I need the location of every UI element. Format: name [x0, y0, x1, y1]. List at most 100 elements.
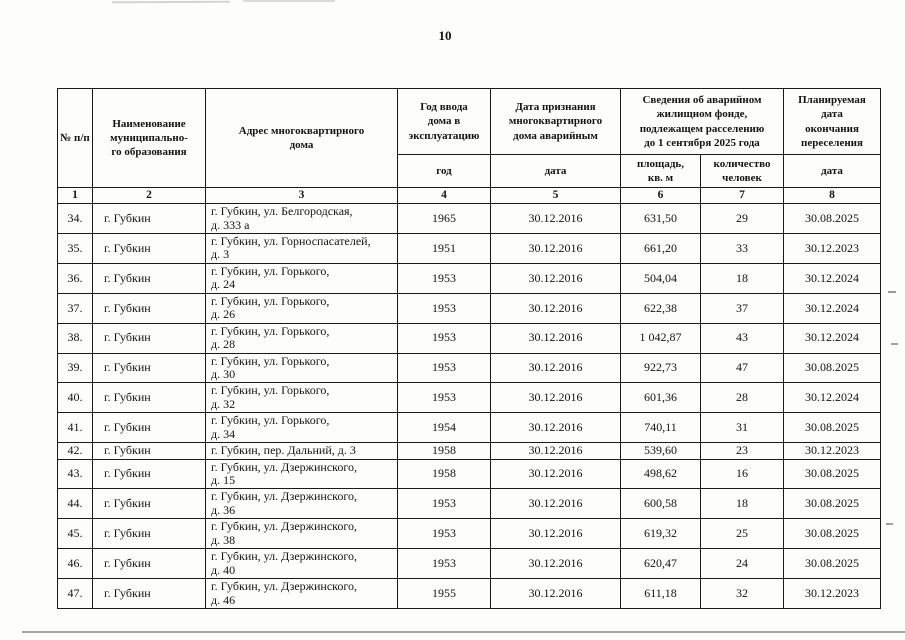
completion-date-cell: 30.08.2025	[783, 203, 881, 235]
table-row: 40. г. Губкин г. Губкин, ул. Горького, д. …	[57, 382, 881, 414]
recognition-date-cell: 30.12.2016	[490, 488, 621, 520]
header-completion-group: Планируемая дата окончания переселения	[783, 88, 881, 155]
year-built-cell: 1958	[397, 458, 491, 490]
people-count-cell: 28	[700, 382, 784, 414]
completion-date-cell: 30.08.2025	[783, 412, 881, 444]
header-recognition-sub: дата	[490, 153, 621, 189]
people-count-cell: 33	[700, 233, 784, 264]
row-number-cell: 34.	[57, 203, 93, 235]
area-cell: 619,32	[620, 518, 701, 550]
row-number-cell: 41.	[57, 412, 93, 444]
header-row-num: № п/п	[57, 87, 93, 189]
column-number: 7	[700, 187, 784, 205]
address-cell: г. Губкин, ул. Белгородская, д. 333 а	[205, 203, 398, 235]
area-cell: 539,60	[620, 442, 701, 460]
recognition-date-cell: 30.12.2016	[490, 352, 621, 384]
area-cell: 601,36	[620, 382, 701, 414]
year-built-cell: 1953	[397, 518, 491, 550]
municipality-cell: г. Губкин	[92, 352, 206, 384]
table-row: 42. г. Губкин г. Губкин, пер. Дальний, д. …	[57, 442, 881, 460]
recognition-date-cell: 30.12.2016	[490, 322, 621, 354]
row-number-cell: 38.	[57, 322, 93, 354]
header-year-sub: год	[397, 153, 491, 189]
area-cell: 661,20	[620, 233, 701, 264]
municipality-cell: г. Губкин	[92, 203, 206, 235]
municipality-cell: г. Губкин	[92, 488, 206, 520]
address-cell: г. Губкин, ул. Дзержинского, д. 40	[205, 548, 398, 580]
recognition-date-cell: 30.12.2016	[490, 518, 621, 550]
area-cell: 622,38	[620, 292, 701, 324]
recognition-date-cell: 30.12.2016	[490, 412, 621, 444]
header-people-sub: количество человек	[700, 153, 784, 189]
area-cell: 620,47	[620, 548, 701, 580]
scan-artifact	[886, 523, 893, 525]
people-count-cell: 32	[700, 578, 784, 609]
people-count-cell: 23	[700, 442, 784, 460]
municipality-cell: г. Губкин	[92, 518, 206, 550]
header-municipality: Наименование муниципально- го образовани…	[92, 87, 206, 189]
column-number: 4	[397, 187, 491, 205]
people-count-cell: 37	[700, 292, 784, 324]
municipality-cell: г. Губкин	[92, 458, 206, 490]
people-count-cell: 43	[700, 322, 784, 354]
recognition-date-cell: 30.12.2016	[490, 442, 621, 460]
table-row: 45. г. Губкин г. Губкин, ул. Дзержинского,…	[57, 518, 881, 550]
people-count-cell: 29	[700, 203, 784, 235]
address-cell: г. Губкин, пер. Дальний, д. 3	[205, 442, 398, 460]
municipality-cell: г. Губкин	[92, 382, 206, 414]
row-number-cell: 43.	[57, 458, 93, 490]
scan-artifact	[888, 291, 896, 293]
area-cell: 504,04	[620, 262, 701, 294]
scan-artifact	[111, 0, 231, 4]
header-recognition-group: Дата признания многоквартирного дома ава…	[490, 88, 621, 155]
completion-date-cell: 30.12.2023	[783, 578, 881, 609]
municipality-cell: г. Губкин	[92, 578, 206, 609]
year-built-cell: 1953	[397, 352, 491, 384]
area-cell: 600,58	[620, 488, 701, 520]
table-row: 47. г. Губкин г. Губкин, ул. Дзержинского,…	[57, 578, 881, 609]
area-cell: 922,73	[620, 352, 701, 384]
recognition-date-cell: 30.12.2016	[490, 233, 621, 264]
municipality-cell: г. Губкин	[92, 442, 206, 460]
completion-date-cell: 30.12.2024	[783, 262, 881, 294]
address-cell: г. Губкин, ул. Горького, д. 24	[205, 262, 398, 294]
table-row: 37. г. Губкин г. Губкин, ул. Горького, д. …	[57, 292, 881, 324]
column-number: 8	[783, 187, 881, 205]
people-count-cell: 25	[700, 518, 784, 550]
address-cell: г. Губкин, ул. Дзержинского, д. 38	[205, 518, 398, 550]
column-number: 6	[620, 187, 701, 205]
row-number-cell: 44.	[57, 488, 93, 520]
row-number-cell: 47.	[57, 578, 93, 609]
people-count-cell: 24	[700, 548, 784, 580]
year-built-cell: 1953	[397, 262, 491, 294]
scan-artifact	[891, 343, 898, 345]
people-count-cell: 47	[700, 352, 784, 384]
municipality-cell: г. Губкин	[92, 292, 206, 324]
row-number-cell: 36.	[57, 262, 93, 294]
recognition-date-cell: 30.12.2016	[490, 548, 621, 580]
table-header: № п/п Наименование муниципально- го обра…	[57, 87, 881, 205]
year-built-cell: 1958	[397, 442, 491, 460]
row-number-cell: 45.	[57, 518, 93, 550]
people-count-cell: 31	[700, 412, 784, 444]
year-built-cell: 1954	[397, 412, 491, 444]
table-row: 34. г. Губкин г. Губкин, ул. Белгородская,…	[57, 203, 881, 235]
year-built-cell: 1953	[397, 488, 491, 520]
people-count-cell: 18	[700, 262, 784, 294]
table-row: 43. г. Губкин г. Губкин, ул. Дзержинского,…	[57, 458, 881, 490]
recognition-date-cell: 30.12.2016	[490, 262, 621, 294]
row-number-cell: 37.	[57, 292, 93, 324]
area-cell: 498,62	[620, 458, 701, 490]
address-cell: г. Губкин, ул. Дзержинского, д. 46	[205, 578, 398, 609]
people-count-cell: 18	[700, 488, 784, 520]
header-address: Адрес многоквартирного дома	[205, 87, 398, 189]
area-cell: 611,18	[620, 578, 701, 609]
resettlement-table: № п/п Наименование муниципально- го обра…	[57, 87, 881, 609]
municipality-cell: г. Губкин	[92, 412, 206, 444]
row-number-cell: 40.	[57, 382, 93, 414]
recognition-date-cell: 30.12.2016	[490, 458, 621, 490]
completion-date-cell: 30.12.2024	[783, 292, 881, 324]
year-built-cell: 1953	[397, 382, 491, 414]
row-number-cell: 42.	[57, 442, 93, 460]
table-row: 36. г. Губкин г. Губкин, ул. Горького, д. …	[57, 262, 881, 294]
